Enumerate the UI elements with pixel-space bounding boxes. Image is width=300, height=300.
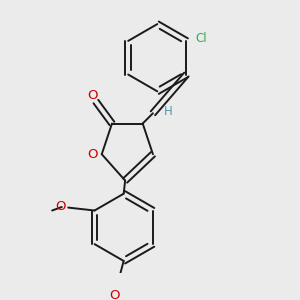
Text: Cl: Cl [195, 32, 207, 45]
Text: O: O [87, 88, 98, 102]
Text: O: O [87, 148, 98, 161]
Text: O: O [55, 200, 65, 213]
Text: H: H [164, 105, 173, 118]
Text: O: O [110, 289, 120, 300]
